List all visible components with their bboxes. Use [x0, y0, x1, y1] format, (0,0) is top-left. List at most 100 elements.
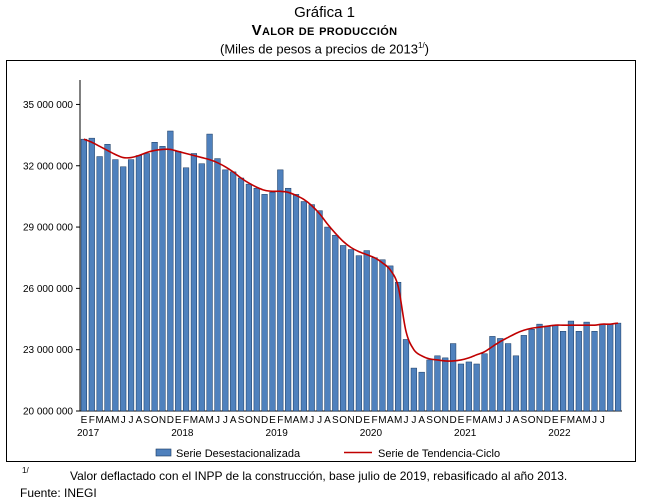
bar: [182, 167, 190, 412]
bar: [410, 367, 417, 412]
month-label: J: [498, 415, 503, 426]
month-label: E: [363, 415, 370, 426]
bar: [135, 155, 142, 412]
bar: [552, 324, 559, 412]
bar: [206, 133, 213, 412]
bar: [167, 130, 174, 412]
month-label: A: [198, 415, 205, 426]
bar: [387, 265, 394, 412]
bar: [520, 335, 527, 412]
month-label: F: [277, 415, 283, 426]
bar: [300, 201, 307, 412]
month-label: D: [261, 415, 268, 426]
bar: [190, 153, 197, 412]
bar: [198, 163, 205, 412]
month-label: E: [458, 415, 465, 426]
y-tick-label: 26 000 000: [23, 284, 73, 295]
month-label: F: [183, 415, 189, 426]
month-label: N: [347, 415, 354, 426]
month-label: J: [129, 415, 134, 426]
bar: [489, 336, 496, 412]
y-tick-label: 20 000 000: [23, 407, 73, 418]
month-label: O: [151, 415, 159, 426]
month-label: S: [332, 415, 339, 426]
legend-swatch-bars: [155, 448, 172, 457]
bar: [536, 323, 543, 412]
y-tick-label: 29 000 000: [23, 223, 73, 234]
bar: [614, 322, 622, 412]
bar: [591, 331, 598, 412]
chart-frame: [6, 60, 636, 462]
bar: [505, 343, 512, 412]
year-label: 2021: [454, 428, 477, 439]
y-tick-label: 32 000 000: [23, 161, 73, 172]
month-label: F: [466, 415, 472, 426]
bar: [104, 144, 111, 412]
bar: [292, 194, 300, 412]
month-label: M: [190, 415, 198, 426]
bar: [379, 259, 386, 412]
bar: [96, 156, 103, 412]
month-label: O: [339, 415, 347, 426]
month-label: M: [95, 415, 103, 426]
bar: [481, 353, 488, 412]
month-label: J: [309, 415, 314, 426]
month-label: A: [324, 415, 331, 426]
month-label: J: [317, 415, 322, 426]
y-tick-label: 35 000 000: [23, 100, 73, 111]
chart-number: Gráfica 1: [294, 4, 355, 21]
bar: [88, 137, 95, 412]
month-label: D: [167, 415, 174, 426]
month-label: A: [575, 415, 582, 426]
year-label: 2017: [77, 428, 100, 439]
bar: [120, 166, 127, 412]
month-label: D: [544, 415, 551, 426]
month-label: J: [600, 415, 605, 426]
bar: [395, 281, 402, 412]
legend: Serie Desestacionalizada Serie de Tenden…: [155, 448, 500, 460]
month-label: J: [215, 415, 220, 426]
month-label: S: [238, 415, 245, 426]
source-text: Fuente: INEGI: [20, 486, 97, 500]
bar: [583, 321, 590, 412]
month-label: O: [434, 415, 442, 426]
bar: [159, 146, 166, 412]
month-label: J: [121, 415, 126, 426]
month-label: M: [473, 415, 481, 426]
bar: [316, 210, 323, 412]
bar: [560, 331, 567, 412]
month-label: E: [552, 415, 559, 426]
bar: [567, 320, 575, 412]
month-label: J: [506, 415, 511, 426]
subtitle-text: (Miles de pesos a precios de 2013: [219, 41, 418, 57]
bar: [175, 151, 182, 412]
month-label: M: [205, 415, 213, 426]
legend-label-bars: Serie Desestacionalizada: [176, 448, 301, 460]
month-label: S: [143, 415, 150, 426]
month-label: M: [284, 415, 292, 426]
month-label: M: [394, 415, 402, 426]
bar: [253, 187, 260, 412]
month-label: S: [426, 415, 433, 426]
bar: [127, 159, 135, 412]
trend-line: [83, 138, 619, 362]
bar: [347, 249, 355, 412]
footnote-mark: 1/: [22, 466, 29, 475]
bar: [465, 361, 472, 412]
month-label: M: [300, 415, 308, 426]
y-tick-label: 23 000 000: [23, 345, 73, 356]
month-label: M: [111, 415, 119, 426]
month-label: O: [528, 415, 536, 426]
month-label: N: [159, 415, 166, 426]
bar: [355, 255, 362, 412]
month-label: A: [418, 415, 425, 426]
bar: [151, 142, 158, 412]
bar: [371, 257, 378, 412]
subtitle-close: ): [424, 41, 430, 57]
bar: [222, 169, 229, 412]
bar: [473, 363, 480, 412]
bar: [269, 192, 276, 412]
bar: [324, 226, 331, 412]
